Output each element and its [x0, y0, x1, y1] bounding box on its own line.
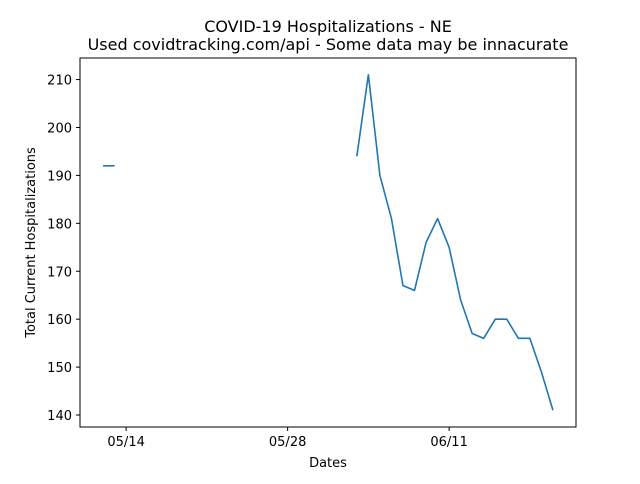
y-tick-label: 150	[47, 361, 72, 376]
y-tick-label: 170	[47, 265, 72, 280]
y-tick-label: 160	[47, 313, 72, 328]
chart-title: COVID-19 Hospitalizations - NE	[204, 17, 452, 36]
y-tick-label: 140	[47, 409, 72, 424]
y-axis-label: Total Current Hospitalizations	[24, 147, 39, 339]
x-tick-label: 05/14	[107, 435, 144, 450]
x-axis: 05/14 05/28 06/11	[107, 427, 467, 450]
axes-frame	[80, 58, 576, 427]
y-tick-label: 190	[47, 169, 72, 184]
chart-subtitle: Used covidtracking.com/api - Some data m…	[88, 35, 569, 54]
x-tick-label: 05/28	[269, 435, 306, 450]
series-line-segment	[357, 75, 553, 410]
x-axis-label: Dates	[309, 456, 347, 471]
plot-area	[103, 75, 553, 410]
y-tick-label: 200	[47, 121, 72, 136]
y-tick-label: 180	[47, 217, 72, 232]
y-tick-label: 210	[47, 74, 72, 89]
y-axis: 140 150 160 170 180 190 200 210	[47, 74, 80, 424]
x-tick-label: 06/11	[430, 435, 467, 450]
